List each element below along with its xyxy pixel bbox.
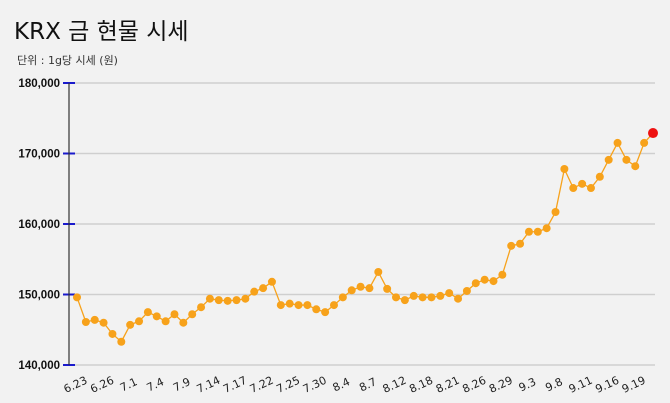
data-point	[462, 286, 471, 295]
x-tick-label: 7.25	[274, 374, 302, 396]
data-point	[232, 296, 241, 305]
data-point	[383, 284, 392, 293]
data-point	[604, 155, 613, 164]
data-point	[622, 155, 631, 164]
data-point	[347, 286, 356, 295]
data-point	[356, 282, 365, 291]
data-point	[560, 165, 569, 174]
y-tick-label: 150,000	[18, 290, 60, 302]
x-tick-label: 7.4	[145, 375, 166, 394]
data-point	[489, 277, 498, 286]
x-tick-label: 8.21	[434, 374, 462, 396]
x-tick-label: 8.7	[357, 375, 378, 394]
data-point	[170, 310, 179, 319]
data-point	[90, 315, 99, 324]
x-tick-label: 7.17	[221, 374, 249, 396]
data-point	[135, 317, 144, 326]
data-point	[498, 270, 507, 279]
data-point	[73, 293, 81, 302]
x-tick-label: 9.3	[517, 375, 538, 394]
x-tick-label: 9.11	[567, 374, 595, 396]
data-point	[595, 172, 604, 181]
data-point	[303, 301, 312, 310]
x-tick-label: 7.14	[195, 374, 223, 396]
series-line	[76, 132, 654, 343]
data-point	[516, 239, 525, 248]
data-point	[143, 308, 152, 317]
y-tick-label: 140,000	[18, 360, 60, 372]
y-tick-label: 160,000	[18, 219, 60, 231]
data-point	[312, 305, 321, 314]
data-point	[613, 138, 622, 147]
data-point	[578, 179, 587, 188]
data-point	[631, 162, 640, 171]
data-point	[418, 293, 427, 302]
x-tick-label: 6.23	[62, 374, 90, 396]
data-point	[197, 303, 206, 312]
data-point	[294, 301, 303, 310]
x-tick-label: 7.1	[118, 375, 139, 394]
chart-subtitle: 단위 : 1g당 시세 (원)	[17, 54, 118, 67]
data-point	[329, 301, 338, 310]
data-point	[81, 317, 90, 326]
data-point	[524, 227, 533, 236]
data-point	[365, 284, 374, 293]
data-point	[427, 293, 436, 302]
data-point	[241, 294, 250, 303]
data-point	[250, 287, 259, 296]
data-point	[161, 317, 170, 326]
data-point	[179, 318, 188, 327]
data-point	[551, 208, 560, 217]
x-tick-label: 8.26	[460, 374, 488, 396]
x-tick-label: 7.22	[248, 374, 276, 396]
latest-data-point	[648, 128, 658, 139]
data-point	[409, 291, 418, 300]
x-tick-label: 6.26	[88, 374, 116, 396]
x-tick-label: 8.29	[487, 374, 515, 396]
data-point	[108, 329, 117, 338]
data-point	[392, 293, 401, 302]
x-tick-label: 8.4	[331, 375, 352, 394]
data-point	[205, 294, 214, 303]
data-point	[454, 294, 463, 303]
data-point	[542, 224, 551, 233]
data-point	[338, 293, 347, 302]
y-tick-label: 170,000	[18, 149, 60, 161]
data-point	[152, 312, 161, 321]
data-point	[267, 277, 276, 286]
data-point	[214, 296, 223, 305]
x-tick-label: 9.19	[620, 374, 648, 396]
data-point	[445, 289, 454, 298]
chart-title: KRX 금 현물 시세	[14, 19, 189, 45]
data-point	[480, 275, 489, 284]
data-point	[586, 184, 595, 193]
data-point	[507, 241, 516, 250]
x-tick-label: 7.9	[171, 375, 192, 394]
data-point	[276, 301, 285, 310]
x-tick-label: 8.12	[381, 374, 409, 396]
data-point	[640, 138, 649, 147]
x-tick-label: 7.30	[301, 374, 329, 396]
data-point	[400, 296, 409, 305]
data-point	[285, 299, 294, 308]
x-tick-label: 9.8	[543, 375, 564, 394]
x-tick-label: 9.16	[593, 374, 621, 396]
data-point	[569, 184, 578, 193]
data-point	[126, 320, 135, 329]
y-tick-label: 180,000	[18, 78, 60, 90]
data-point	[436, 291, 445, 300]
x-tick-label: 8.18	[407, 374, 435, 396]
data-point	[188, 310, 197, 319]
data-point	[223, 296, 232, 305]
data-point	[533, 227, 542, 236]
data-point	[259, 284, 268, 293]
data-point	[99, 318, 108, 327]
data-point	[321, 308, 330, 317]
data-point	[471, 279, 480, 288]
data-point	[374, 267, 383, 276]
data-point	[117, 337, 126, 346]
